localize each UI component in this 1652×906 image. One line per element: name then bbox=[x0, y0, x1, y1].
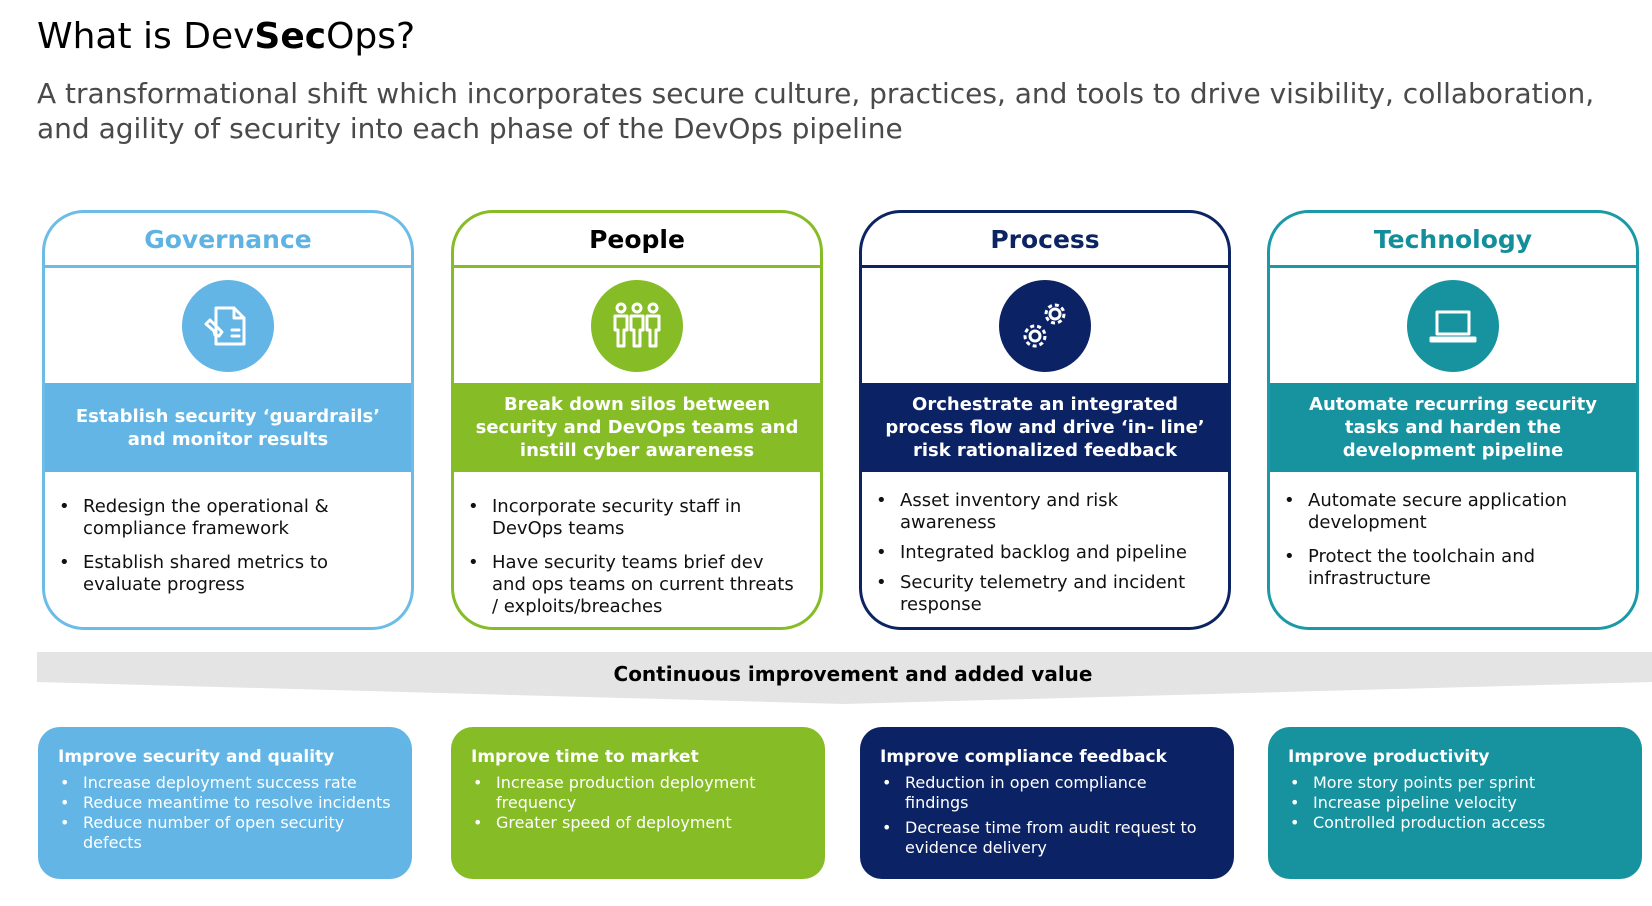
pillar-band: Break down silos between security and De… bbox=[454, 383, 820, 472]
list-item: Security telemetry and incident response bbox=[874, 572, 1210, 616]
value-box-productivity: Improve productivity More story points p… bbox=[1268, 727, 1642, 879]
pillar-card-people: People Break down silos between security… bbox=[451, 210, 823, 630]
pillar-card-technology: Technology Automate recurring security t… bbox=[1267, 210, 1639, 630]
list-item: Reduction in open compliance findings bbox=[880, 773, 1214, 813]
list-item: Reduce number of open security defects bbox=[58, 813, 392, 853]
list-item: Establish shared metrics to evaluate pro… bbox=[57, 552, 393, 596]
list-item: Protect the toolchain and infrastructure bbox=[1282, 546, 1618, 590]
pillar-card-process: Process Orchestrate an integrated proces… bbox=[859, 210, 1231, 630]
pillar-heading: Technology bbox=[1270, 213, 1636, 268]
gears-icon bbox=[999, 279, 1091, 372]
list-item: Controlled production access bbox=[1288, 813, 1622, 833]
pillar-band: Automate recurring security tasks and ha… bbox=[1270, 383, 1636, 472]
banner-chevron-shape bbox=[37, 652, 1652, 704]
list-item: Increase pipeline velocity bbox=[1288, 793, 1622, 813]
banner-label: Continuous improvement and added value bbox=[613, 662, 1093, 686]
page-title: What is DevSecOps? bbox=[37, 16, 416, 57]
value-heading: Improve security and quality bbox=[58, 747, 335, 767]
list-item: Greater speed of deployment bbox=[471, 813, 805, 833]
people-icon bbox=[591, 279, 683, 372]
list-item: Integrated backlog and pipeline bbox=[874, 542, 1210, 564]
value-box-security: Improve security and quality Increase de… bbox=[38, 727, 412, 879]
improvement-banner: Continuous improvement and added value bbox=[37, 652, 1652, 704]
pillar-heading: Process bbox=[862, 213, 1228, 268]
pillar-band: Orchestrate an integrated process flow a… bbox=[862, 383, 1228, 472]
list-item: Increase deployment success rate bbox=[58, 773, 392, 793]
page-subtitle: A transformational shift which incorpora… bbox=[37, 77, 1595, 145]
value-heading: Improve productivity bbox=[1288, 747, 1490, 767]
pillar-heading: People bbox=[454, 213, 820, 268]
pillar-heading: Governance bbox=[45, 213, 411, 268]
pillar-card-governance: Governance Establish security ‘guardrail… bbox=[42, 210, 414, 630]
list-item: Reduce meantime to resolve incidents bbox=[58, 793, 392, 813]
laptop-icon bbox=[1407, 279, 1499, 372]
list-item: Asset inventory and risk awareness bbox=[874, 490, 1210, 534]
value-box-compliance: Improve compliance feedback Reduction in… bbox=[860, 727, 1234, 879]
document-edit-icon bbox=[182, 279, 274, 372]
list-item: Decrease time from audit request to evid… bbox=[880, 818, 1214, 858]
value-box-time-to-market: Improve time to market Increase producti… bbox=[451, 727, 825, 879]
list-item: Incorporate security staff in DevOps tea… bbox=[466, 496, 802, 540]
list-item: Increase production deployment frequency bbox=[471, 773, 805, 813]
pillar-band: Establish security ‘guardrails’ and moni… bbox=[45, 383, 411, 472]
list-item: Have security teams brief dev and ops te… bbox=[466, 552, 802, 618]
list-item: Automate secure application development bbox=[1282, 490, 1618, 534]
list-item: Redesign the operational & compliance fr… bbox=[57, 496, 393, 540]
list-item: More story points per sprint bbox=[1288, 773, 1622, 793]
value-heading: Improve time to market bbox=[471, 747, 699, 767]
value-heading: Improve compliance feedback bbox=[880, 747, 1167, 767]
